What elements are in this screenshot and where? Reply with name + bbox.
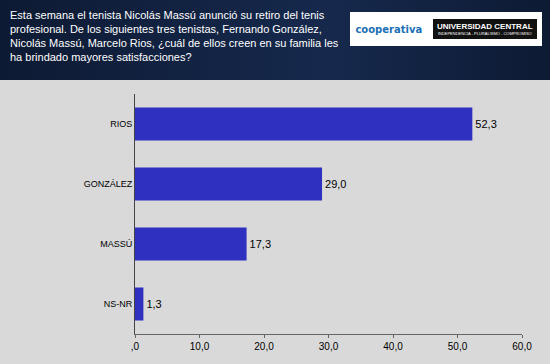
svg-text:40,0: 40,0 [383, 341, 403, 352]
svg-text:30,0: 30,0 [319, 341, 339, 352]
html-text:INDEPENDENCIA - PLURALISMO - C: INDEPENDENCIA - PLURALISMO - COMPROMISO [437, 31, 532, 36]
svg-text:NS-NR: NS-NR [104, 299, 133, 309]
svg-text:,0: ,0 [131, 341, 140, 352]
svg-text:MASSÚ: MASSÚ [100, 239, 132, 249]
svg-text:GONZÁLEZ: GONZÁLEZ [84, 179, 133, 189]
html-text:cooperativa: cooperativa [355, 23, 423, 35]
svg-text:52,3: 52,3 [475, 118, 496, 130]
svg-text:1,3: 1,3 [146, 298, 161, 310]
svg-text:50,0: 50,0 [448, 341, 468, 352]
svg-text:RIOS: RIOS [110, 119, 132, 129]
svg-text:17,3: 17,3 [250, 238, 271, 250]
html-text:UNIVERSIDAD CENTRAL: UNIVERSIDAD CENTRAL [437, 22, 533, 31]
html-text:Esta semana el tenista Nicolás: Esta semana el tenista Nicolás Massú anu… [10, 9, 339, 63]
svg-text:60,0: 60,0 [512, 341, 532, 352]
svg-text:10,0: 10,0 [190, 341, 210, 352]
svg-text:29,0: 29,0 [325, 178, 346, 190]
svg-text:20,0: 20,0 [254, 341, 274, 352]
